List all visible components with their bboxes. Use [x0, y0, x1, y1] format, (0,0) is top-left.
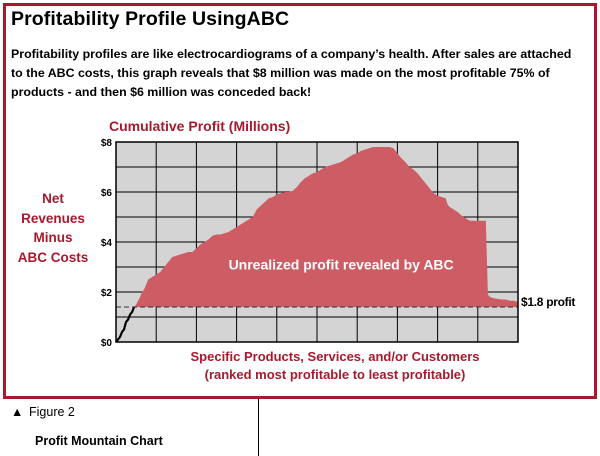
triangle-up-icon: ▲	[11, 405, 24, 419]
side-label-line: Net	[42, 191, 64, 206]
intro-text: Profitability profiles are like electroc…	[11, 47, 572, 99]
column-divider	[258, 397, 259, 456]
side-label-line: ABC Costs	[17, 249, 89, 265]
x-axis-title-main: Specific Products, Services, and/or Cust…	[190, 349, 480, 364]
unrealized-profit-area	[134, 147, 518, 307]
y-tick-label: $2	[101, 288, 113, 299]
side-label: Net Revenues Minus ABC Costs	[7, 189, 99, 267]
y-axis-title: Cumulative Profit (Millions)	[109, 118, 291, 134]
x-axis-title: Specific Products, Services, and/or Cust…	[150, 348, 520, 384]
y-tick-label: $0	[101, 338, 113, 349]
profit-mountain-chart: $0 $2 $4 $6 $8 Unrealized profit revealed by …	[101, 138, 576, 349]
y-tick-label: $8	[101, 138, 113, 149]
page-title: Profitability Profile UsingABC	[11, 8, 290, 30]
figure-number: Figure 2	[29, 405, 75, 419]
figure-title: Profit Mountain Chart	[35, 434, 163, 448]
area-annotation: Unrealized profit revealed by ABC	[229, 257, 454, 273]
side-label-line: Minus	[33, 230, 73, 245]
side-label-line: Revenues	[21, 210, 85, 226]
y-tick-label: $4	[101, 238, 113, 249]
y-tick-label: $6	[101, 188, 113, 199]
end-profit-annotation: $1.8 profit	[521, 295, 575, 309]
profit-line-start	[115, 306, 136, 343]
x-axis-title-note: (ranked most profitable to least profita…	[204, 367, 466, 382]
figure-caption: ▲ Figure 2	[11, 405, 75, 419]
plot-frame	[115, 141, 519, 343]
